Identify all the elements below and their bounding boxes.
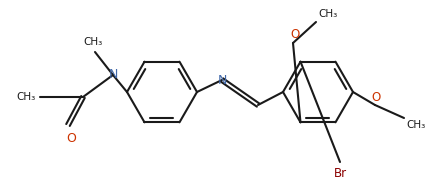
Text: N: N (217, 73, 227, 86)
Text: O: O (290, 28, 300, 41)
Text: N: N (108, 68, 118, 82)
Text: CH₃: CH₃ (406, 120, 425, 130)
Text: O: O (66, 132, 76, 145)
Text: O: O (371, 91, 381, 104)
Text: CH₃: CH₃ (318, 9, 337, 19)
Text: CH₃: CH₃ (17, 92, 36, 102)
Text: Br: Br (334, 167, 346, 180)
Text: CH₃: CH₃ (83, 37, 102, 47)
